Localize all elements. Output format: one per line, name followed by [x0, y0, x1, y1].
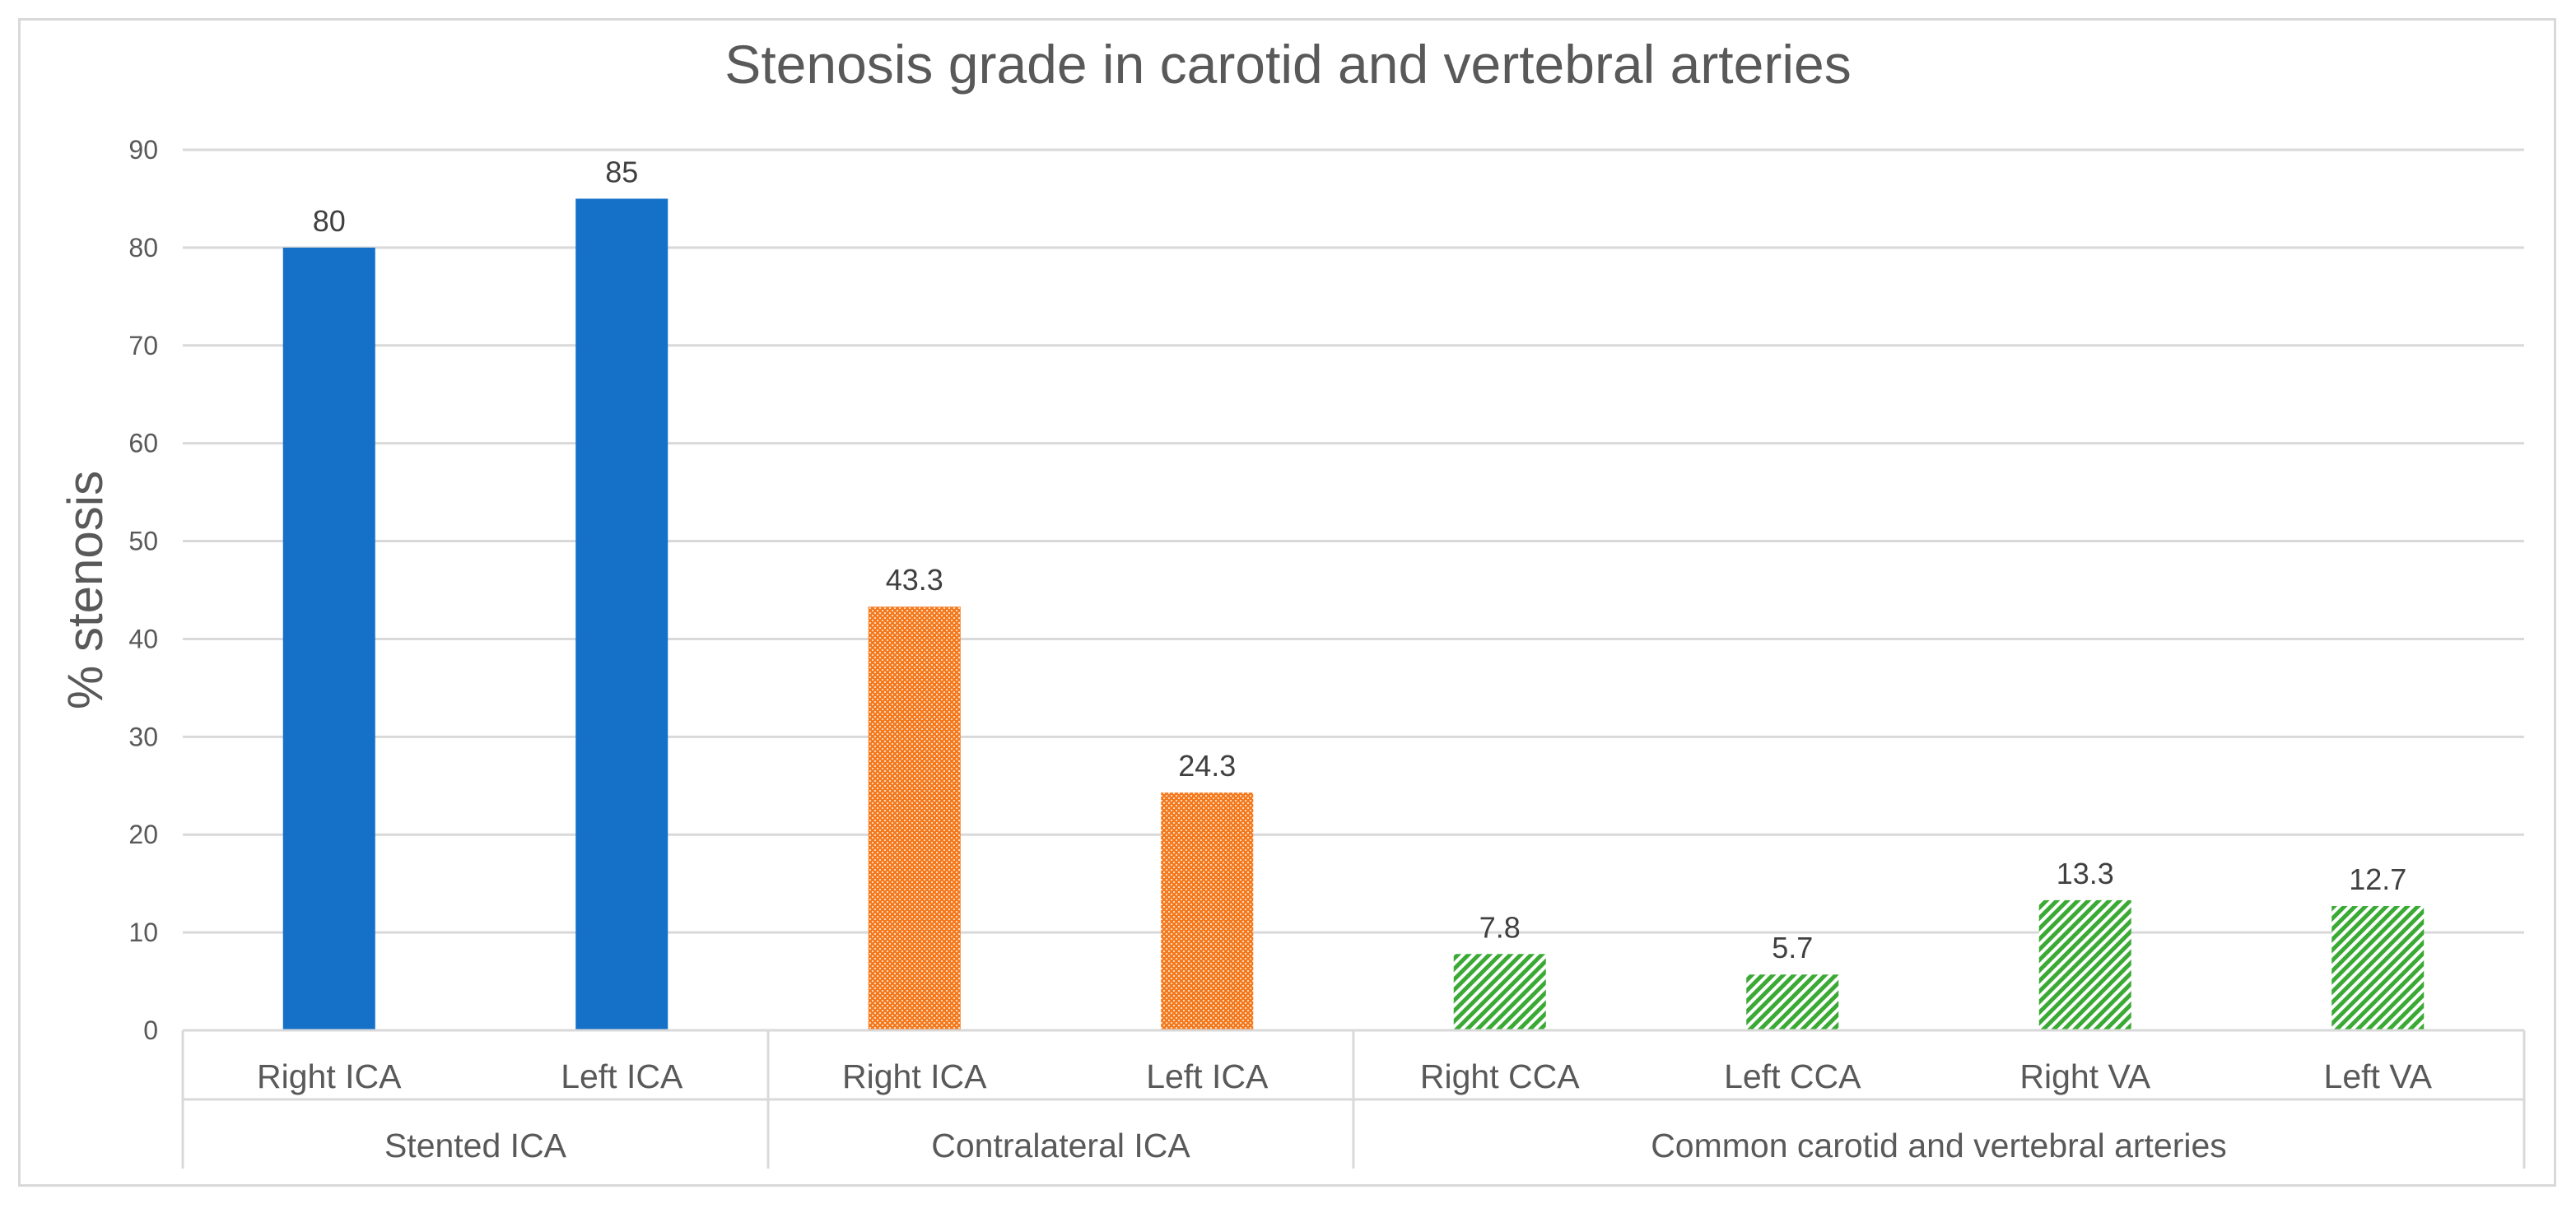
gridlines — [183, 148, 2524, 1032]
bar — [2038, 899, 2131, 1030]
chart-frame — [18, 18, 2556, 1187]
data-label: 7.8 — [1479, 910, 1521, 944]
x-group-label: Common carotid and vertebral arteries — [1651, 1127, 2227, 1164]
bar — [1453, 954, 1546, 1030]
data-label: 12.7 — [2349, 862, 2406, 896]
data-label: 13.3 — [2057, 857, 2114, 890]
data-label: 85 — [605, 155, 638, 188]
x-tick-label: Left ICA — [561, 1057, 683, 1095]
y-tick-label: 90 — [128, 135, 158, 165]
bar — [575, 198, 668, 1030]
x-tick-label: Right ICA — [257, 1057, 402, 1095]
y-tick-label: 20 — [128, 820, 158, 849]
x-group-label: Contralateral ICA — [931, 1127, 1190, 1164]
x-tick-label: Right CCA — [1420, 1057, 1580, 1095]
bar — [282, 247, 375, 1030]
bar — [2331, 906, 2425, 1030]
bar — [868, 606, 961, 1030]
data-label: 80 — [313, 204, 346, 238]
x-tick-label: Right VA — [2019, 1057, 2150, 1095]
y-tick-label: 40 — [128, 624, 158, 653]
x-tick-label: Right ICA — [842, 1057, 987, 1095]
x-tick-label: Left VA — [2324, 1057, 2433, 1095]
y-axis: 0 10 20 30 40 50 60 70 80 90 % stenosis — [58, 135, 158, 1045]
chart-title: Stenosis grade in carotid and vertebral … — [724, 34, 1852, 95]
x-tick-label: Left CCA — [1724, 1057, 1861, 1095]
y-tick-label: 0 — [143, 1015, 158, 1045]
x-group-label: Stented ICA — [384, 1127, 567, 1164]
y-tick-label: 50 — [128, 527, 158, 556]
data-labels: 80 85 43.3 24.3 7.8 5.7 13.3 12.7 — [313, 155, 2407, 964]
x-axis: Right ICA Left ICA Right ICA Left ICA Right … — [181, 1029, 2526, 1169]
data-label: 5.7 — [1772, 931, 1813, 964]
data-label: 43.3 — [886, 563, 943, 597]
y-axis-title: % stenosis — [58, 471, 113, 709]
bar — [1161, 792, 1254, 1030]
bar — [1746, 974, 1839, 1030]
y-tick-label: 30 — [128, 722, 158, 751]
y-tick-label: 10 — [128, 918, 158, 947]
bars — [282, 198, 2425, 1030]
y-tick-label: 70 — [128, 331, 158, 360]
x-tick-label: Left ICA — [1146, 1057, 1269, 1095]
data-label: 24.3 — [1178, 749, 1236, 783]
y-tick-label: 60 — [128, 429, 158, 458]
y-tick-label: 80 — [128, 233, 158, 263]
